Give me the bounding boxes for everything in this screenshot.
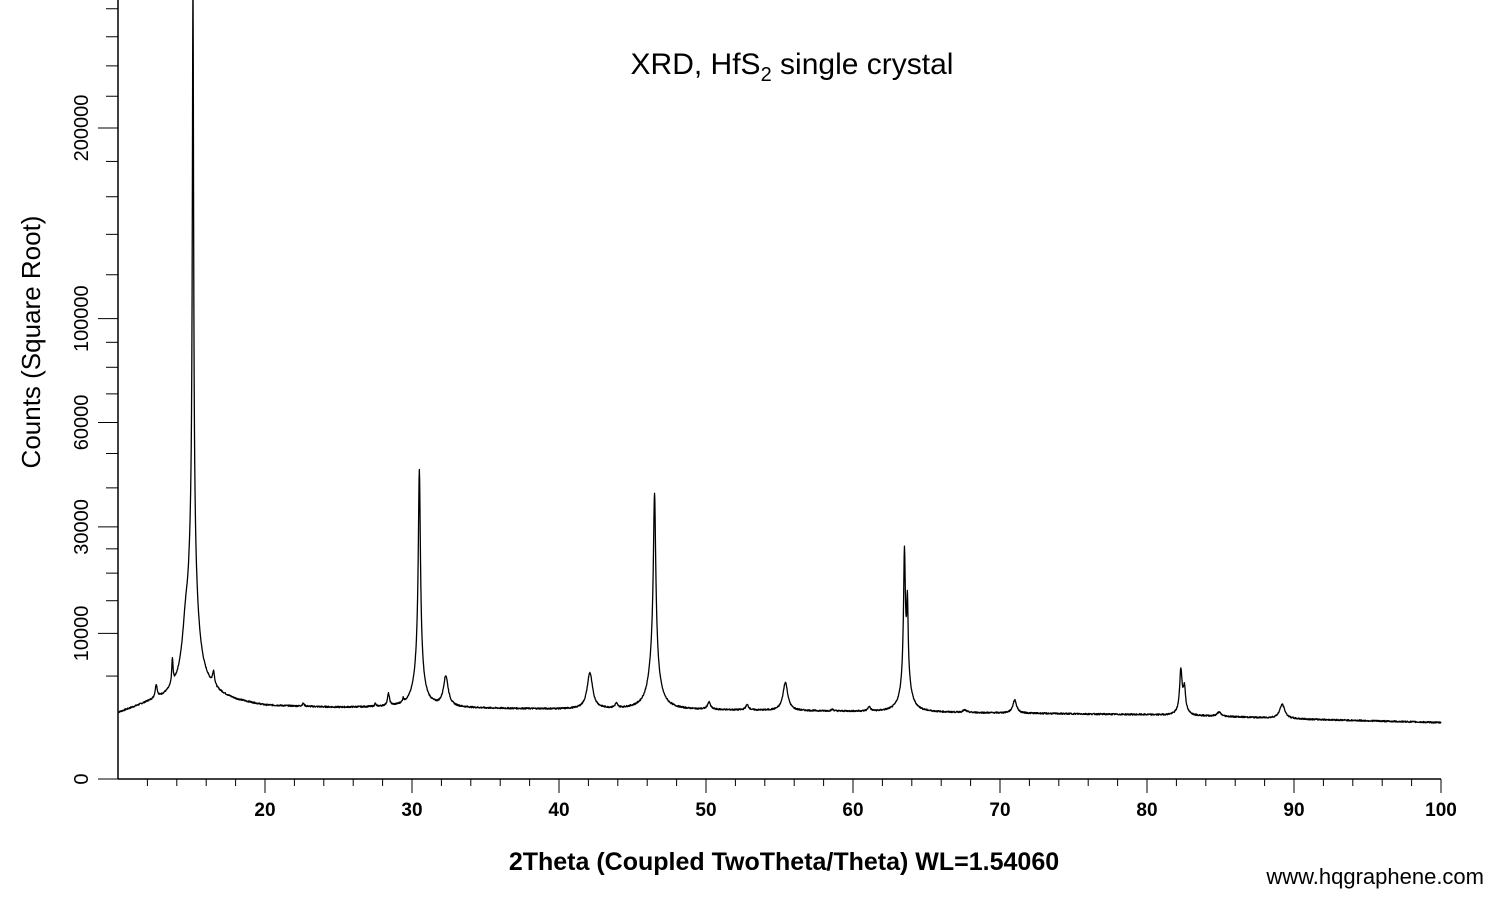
- x-tick-label: 60: [842, 800, 863, 821]
- y-axis-title: Counts (Square Root): [16, 216, 46, 469]
- y-tick-label: 10000: [71, 606, 93, 662]
- watermark-text: www.hqgraphene.com: [1266, 864, 1484, 889]
- x-axis-title: 2Theta (Coupled TwoTheta/Theta) WL=1.540…: [509, 848, 1059, 876]
- y-tick-label: 0: [71, 773, 93, 784]
- chart-title-main: XRD, HfS: [631, 48, 761, 81]
- chart-title: XRD, HfS2 single crystal: [631, 48, 954, 86]
- xrd-trace: [117, 0, 1442, 724]
- x-tick-label: 30: [401, 800, 422, 821]
- x-tick-label: 80: [1136, 800, 1157, 821]
- y-ticks: 0 10000 30000 60000 100000 200000: [71, 8, 118, 785]
- x-tick-label: 50: [695, 800, 716, 821]
- x-tick-label: 40: [548, 800, 569, 821]
- y-tick-label: 60000: [71, 395, 93, 451]
- x-tick-label: 20: [254, 800, 275, 821]
- x-tick-label: 100: [1425, 800, 1457, 821]
- y-tick-label: 100000: [71, 285, 93, 352]
- chart-title-suffix: single crystal: [772, 48, 954, 81]
- x-tick-label: 90: [1283, 800, 1304, 821]
- x-ticks: 20 30 40 50 60 70 80 90 100: [146, 779, 1457, 821]
- x-tick-label: 70: [989, 800, 1010, 821]
- y-tick-label: 200000: [71, 95, 93, 162]
- axes: [117, 0, 1441, 780]
- y-tick-label: 30000: [71, 499, 93, 555]
- chart-title-subscript: 2: [761, 64, 772, 86]
